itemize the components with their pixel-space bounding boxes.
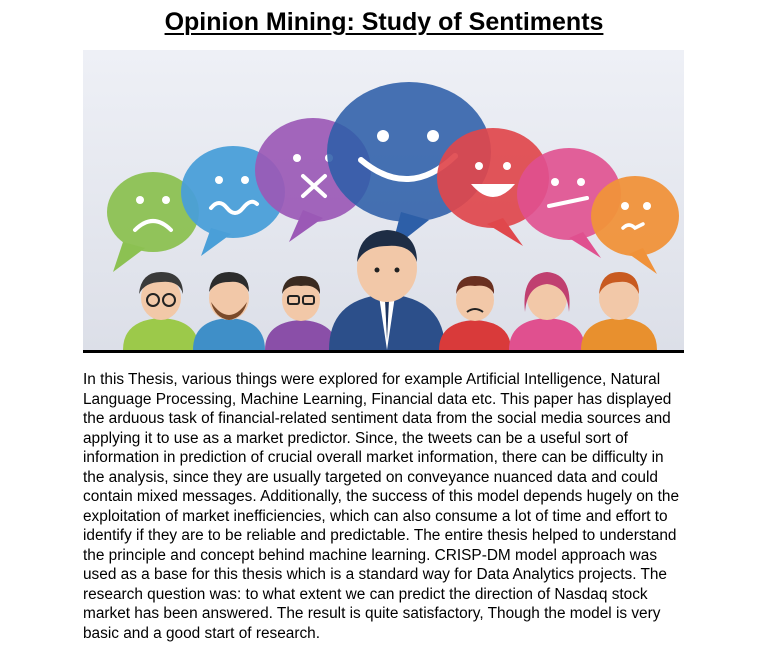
worried-face-icon (591, 176, 679, 274)
abstract-paragraph: In this Thesis, various things were expl… (83, 371, 680, 642)
person-man-icon (581, 272, 657, 350)
sad-face-icon (107, 172, 199, 272)
person-woman-icon (509, 272, 585, 350)
person-glasses-man-icon (265, 276, 337, 350)
page-title: Opinion Mining: Study of Sentiments (164, 8, 604, 36)
person-bearded-man-icon (193, 272, 265, 350)
sentiment-illustration (83, 50, 684, 350)
person-frowning-man-icon (439, 276, 511, 350)
person-glasses-woman-icon (123, 272, 199, 350)
person-businessman-icon (329, 230, 445, 350)
section-divider (83, 350, 684, 353)
